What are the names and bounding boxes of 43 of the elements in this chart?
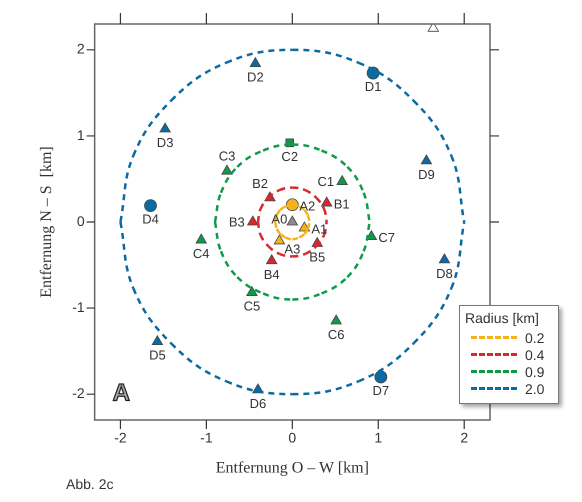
data-label: D5 [149,348,166,363]
data-label: D4 [142,212,159,227]
y-tick-label: -1 [72,298,85,315]
x-tick-label: 2 [460,429,468,446]
data-label: C3 [218,148,236,164]
data-label: D2 [247,70,264,85]
annotation: A [112,380,130,407]
legend-label: 0.4 [525,346,544,362]
data-label: D6 [250,396,266,411]
legend-title: Radius [km] [465,310,540,326]
legend-label: 0.2 [525,330,544,346]
data-label: C6 [328,327,344,342]
legend-label: 0.9 [525,364,544,380]
x-tick-label: 0 [288,429,296,446]
data-label: C1 [318,174,334,190]
data-label: B5 [309,250,326,265]
data-label: D7 [372,383,390,398]
x-tick-label: -1 [200,429,213,446]
y-tick-label: 0 [76,212,85,229]
data-label: B2 [252,176,268,191]
data-label: D8 [436,266,453,281]
data-label: A3 [284,242,300,257]
y-tick-label: 2 [76,40,85,57]
caption: Abb. 2c [66,476,114,492]
x-axis-title: Entfernung O – W [km] [216,460,369,477]
data-label: B1 [334,196,350,212]
data-label: C4 [192,246,210,262]
data-label: A1 [311,222,328,237]
data-label: D9 [418,166,435,182]
data-label: C2 [281,148,298,164]
data-label: B3 [228,214,245,230]
legend-label: 2.0 [525,380,544,396]
x-tick-label: -2 [114,429,127,446]
y-tick-label: 1 [76,126,85,143]
y-axis-title: Entfernung N – S [km] [38,146,55,298]
data-label: D3 [156,135,174,150]
y-tick-label: -2 [72,385,85,402]
data-label: A2 [299,198,316,214]
data-label: B4 [264,266,280,282]
data-label: C5 [244,298,260,314]
data-label: C7 [378,230,396,246]
data-label: D1 [364,79,382,94]
x-tick-label: 1 [374,429,382,446]
